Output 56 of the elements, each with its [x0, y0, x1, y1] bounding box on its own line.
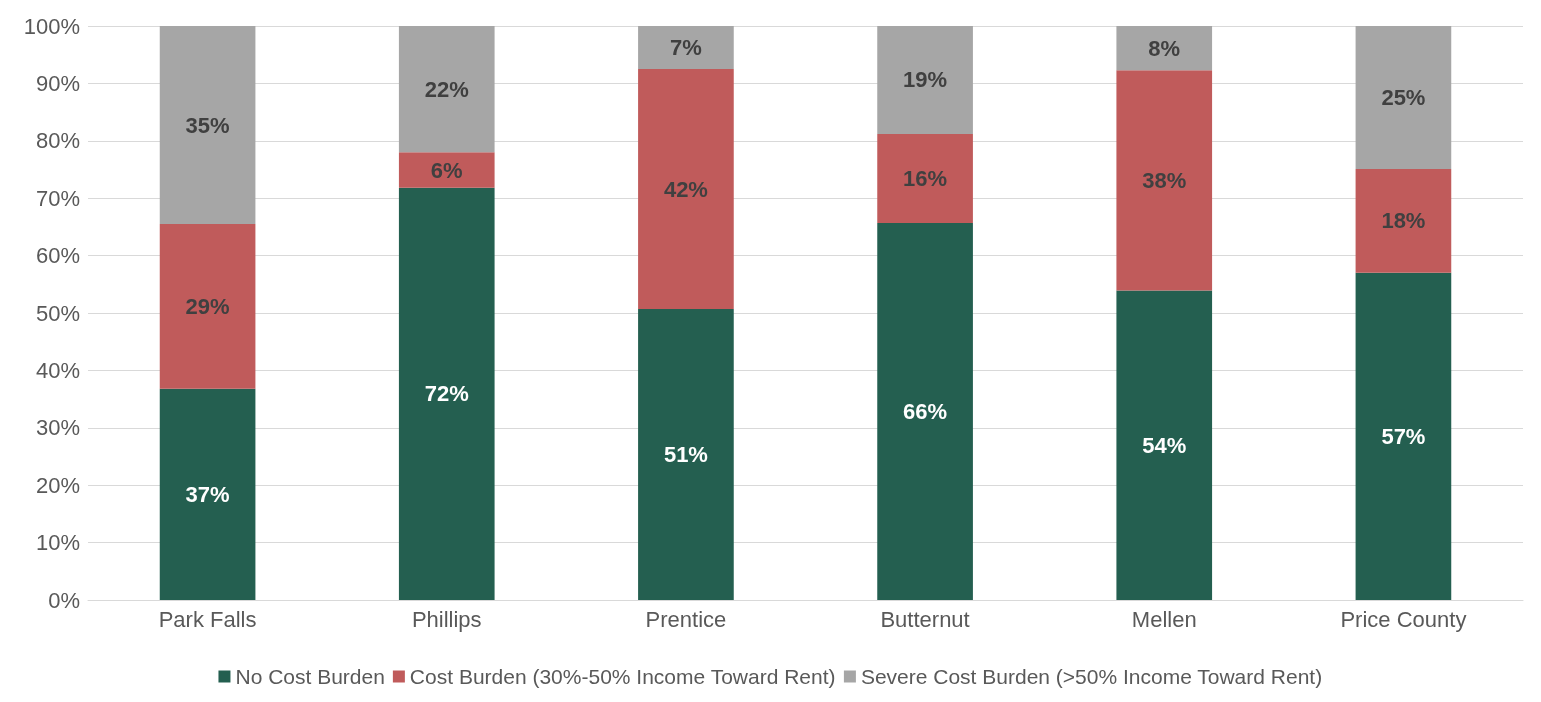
x-tick-label: Butternut — [880, 606, 970, 632]
bar — [159, 388, 256, 600]
data-label: 25% — [1381, 84, 1426, 110]
bar — [638, 69, 734, 309]
y-tick-label: 20% — [35, 472, 80, 498]
y-tick-label: 10% — [35, 530, 80, 556]
x-tick-label: Prentice — [645, 606, 727, 632]
data-label: 54% — [1142, 432, 1187, 458]
legend-label: Severe Cost Burden (>50% Income Toward Rent) — [860, 665, 1323, 688]
bar — [398, 152, 495, 188]
y-tick-label: 80% — [35, 128, 80, 154]
bar — [159, 26, 256, 225]
y-tick-label: 0% — [48, 587, 80, 613]
x-tick-label: Phillips — [411, 606, 482, 632]
x-tick-label: Price County — [1340, 606, 1467, 632]
bar — [1116, 290, 1213, 600]
data-label: 6% — [430, 157, 463, 183]
data-label: 66% — [903, 398, 948, 424]
bar — [159, 224, 256, 389]
bar — [638, 308, 734, 600]
y-tick-label: 70% — [35, 185, 80, 211]
data-label: 16% — [903, 165, 948, 191]
bar — [1116, 70, 1213, 291]
bar — [1116, 26, 1213, 71]
bar — [877, 222, 973, 600]
data-label: 29% — [185, 293, 230, 319]
bar — [1355, 168, 1452, 273]
data-label: 38% — [1142, 167, 1187, 193]
data-label: 8% — [1148, 35, 1181, 61]
data-label: 35% — [185, 112, 230, 138]
y-tick-label: 100% — [23, 13, 80, 39]
bar — [1355, 272, 1452, 600]
data-label: 51% — [663, 441, 708, 467]
y-tick-label: 60% — [35, 243, 80, 269]
bar — [877, 133, 973, 223]
y-tick-label: 30% — [35, 415, 80, 441]
data-label: 57% — [1381, 423, 1426, 449]
data-label: 18% — [1381, 208, 1426, 234]
bar — [1355, 26, 1452, 169]
bar — [638, 26, 734, 70]
bar — [398, 26, 495, 153]
data-label: 7% — [670, 35, 702, 61]
x-tick-label: Mellen — [1131, 606, 1197, 632]
bar — [877, 26, 973, 134]
data-label: 22% — [424, 76, 469, 102]
legend-label: No Cost Burden — [235, 665, 385, 688]
y-tick-label: 50% — [35, 300, 80, 326]
x-tick-label: Park Falls — [158, 606, 257, 632]
data-label: 72% — [424, 381, 469, 407]
y-tick-label: 40% — [35, 357, 80, 383]
legend-label: Cost Burden (30%-50% Income Toward Rent) — [409, 665, 836, 688]
y-tick-label: 90% — [35, 70, 80, 96]
bar — [398, 187, 495, 600]
data-label: 42% — [663, 176, 708, 202]
data-label: 19% — [903, 67, 948, 93]
data-label: 37% — [185, 481, 230, 507]
